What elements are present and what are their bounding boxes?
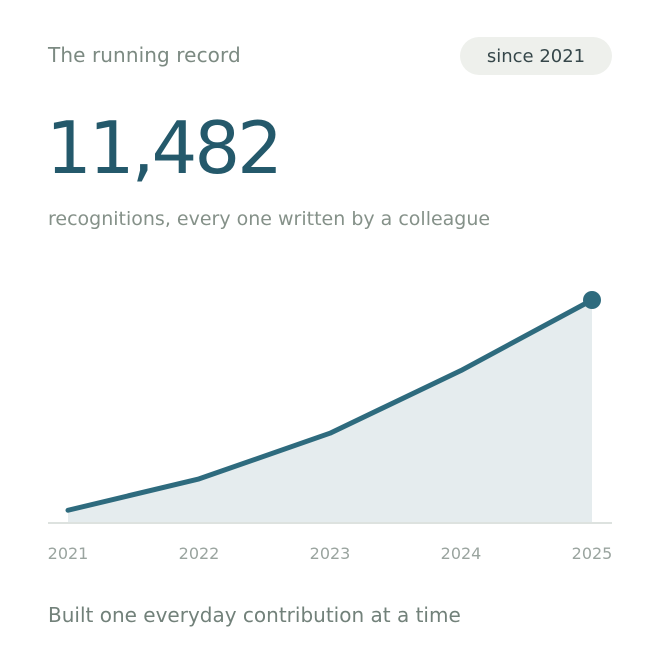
x-tick-label: 2022 (179, 544, 220, 563)
area-fill (68, 300, 592, 522)
x-tick-label: 2023 (310, 544, 351, 563)
x-tick-label: 2024 (441, 544, 482, 563)
since-badge: since 2021 (460, 37, 612, 75)
x-tick-label: 2021 (48, 544, 89, 563)
total-count: 11,482 (46, 106, 283, 190)
series-line (65, 297, 595, 513)
card-title: The running record (48, 43, 241, 67)
x-tick-label: 2025 (572, 544, 613, 563)
end-point-marker (583, 291, 601, 309)
footer-caption: Built one everyday contribution at a tim… (48, 603, 461, 627)
count-caption: recognitions, every one written by a col… (48, 208, 491, 230)
